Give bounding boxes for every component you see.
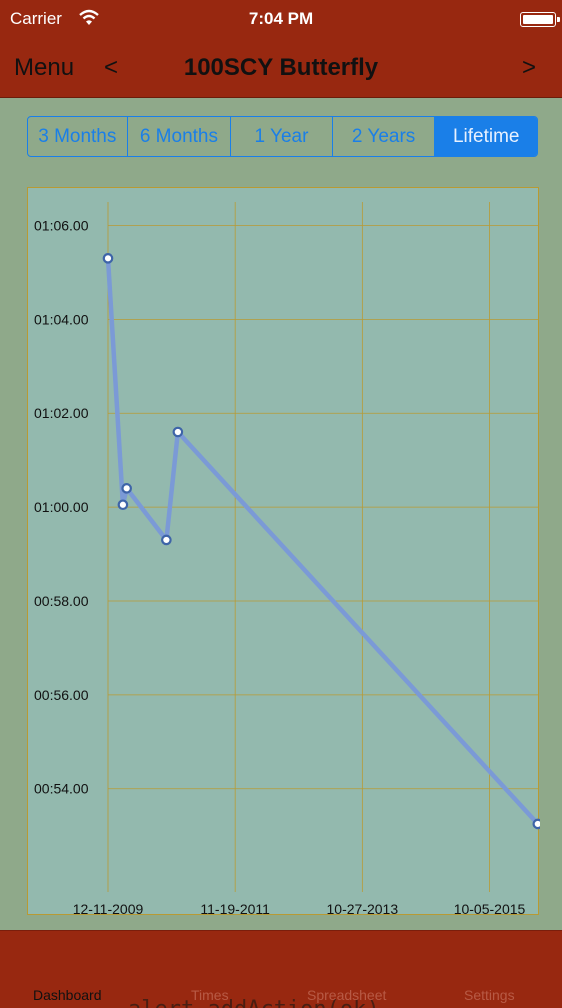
previous-event-button[interactable]: < [104, 54, 119, 81]
y-tick-label: 01:06.00 [34, 217, 89, 233]
wifi-icon [79, 9, 99, 25]
data-point [102, 253, 114, 264]
data-point [117, 499, 129, 511]
time-range-selector: 3 Months 6 Months 1 Year 2 Years Lifetime [27, 116, 538, 157]
y-tick-label: 01:00.00 [34, 499, 89, 515]
data-point [161, 534, 172, 546]
x-tick-label: 12-11-2009 [73, 901, 144, 916]
tab-times[interactable]: Times [191, 987, 229, 1003]
battery-icon [520, 12, 560, 27]
tab-spreadsheet[interactable]: Spreadsheet [307, 987, 387, 1003]
y-tick-label: 00:56.00 [34, 687, 89, 703]
data-point [121, 483, 132, 494]
y-tick-label: 00:58.00 [34, 593, 89, 609]
x-tick-label: 10-05-2015 [454, 901, 526, 916]
menu-button[interactable]: Menu [14, 54, 75, 81]
tab-dashboard[interactable]: Dashboard [33, 987, 102, 1003]
range-option-2-years[interactable]: 2 Years [333, 117, 436, 156]
times-chart: 01:06.00 01:04.00 01:02.00 01:00.00 00:58.00… [27, 187, 540, 916]
range-option-1-year[interactable]: 1 Year [231, 117, 333, 156]
x-tick-label: 10-27-2013 [327, 901, 399, 916]
page-title: 100SCY Butterfly [183, 54, 379, 81]
status-bar: Carrier 7:04 PM [0, 0, 562, 40]
y-tick-label: 01:04.00 [34, 311, 89, 327]
range-option-6-months[interactable]: 6 Months [128, 117, 232, 156]
data-point [172, 426, 184, 438]
y-tick-label: 00:54.00 [34, 781, 89, 797]
range-option-3-months[interactable]: 3 Months [28, 117, 128, 156]
series-line [105, 258, 540, 826]
navigation-bar: Menu < 100SCY Butterfly > [0, 40, 562, 98]
code-overlay-text: alert.addAction(ok) [128, 997, 380, 1008]
tab-settings[interactable]: Settings [464, 987, 515, 1003]
y-tick-label: 01:02.00 [34, 405, 89, 421]
tab-bar: alert.addAction(ok) Dashboard Times Spread… [0, 930, 562, 1008]
x-tick-label: 11-19-2011 [200, 901, 270, 916]
data-point [532, 818, 540, 830]
chart-canvas: 01:06.00 01:04.00 01:02.00 01:00.00 00:58.00… [34, 202, 540, 916]
clock: 7:04 PM [248, 9, 314, 28]
carrier-label: Carrier [10, 9, 62, 28]
next-event-button[interactable]: > [522, 54, 537, 81]
range-option-lifetime[interactable]: Lifetime [435, 117, 537, 156]
